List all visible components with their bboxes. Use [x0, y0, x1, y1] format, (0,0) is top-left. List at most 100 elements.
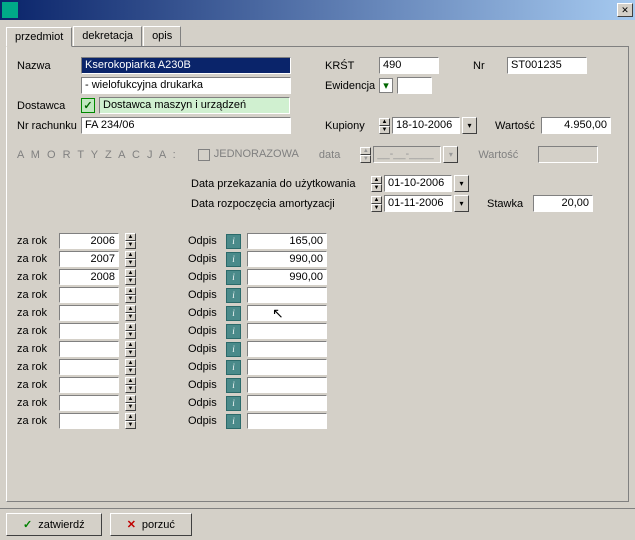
input-odpis-2[interactable]: 990,00	[247, 269, 327, 285]
year-10-down[interactable]: ▼	[125, 421, 136, 429]
label-zarok: za rok	[17, 235, 53, 247]
label-zarok: za rok	[17, 271, 53, 283]
year-7-up[interactable]: ▲	[125, 359, 136, 367]
input-year-0[interactable]: 2006	[59, 233, 119, 249]
tab-opis[interactable]: opis	[143, 26, 181, 46]
info-icon-2[interactable]: i	[226, 270, 241, 285]
label-odpis: Odpis	[188, 307, 220, 319]
info-icon-6[interactable]: i	[226, 342, 241, 357]
input-odpis-1[interactable]: 990,00	[247, 251, 327, 267]
info-icon-3[interactable]: i	[226, 288, 241, 303]
year-3-up[interactable]: ▲	[125, 287, 136, 295]
label-odpis: Odpis	[188, 361, 220, 373]
kupiony-down[interactable]: ▼	[379, 126, 390, 134]
label-kupiony: Kupiony	[325, 120, 375, 132]
input-stawka[interactable]: 20,00	[533, 195, 593, 212]
input-odpis-5[interactable]	[247, 323, 327, 339]
input-odpis-0[interactable]: 165,00	[247, 233, 327, 249]
year-6-up[interactable]: ▲	[125, 341, 136, 349]
przekaz-down[interactable]: ▼	[371, 184, 382, 192]
label-odpis: Odpis	[188, 325, 220, 337]
przekaz-dropdown[interactable]: ▾	[454, 175, 469, 192]
input-odpis-4[interactable]	[247, 305, 327, 321]
amortdata-up: ▲	[360, 147, 371, 155]
input-odpis-3[interactable]	[247, 287, 327, 303]
input-wartosc[interactable]: 4.950,00	[541, 117, 611, 134]
year-6-down[interactable]: ▼	[125, 349, 136, 357]
dostawca-check-icon[interactable]: ✓	[81, 98, 95, 113]
info-icon-1[interactable]: i	[226, 252, 241, 267]
input-year-3[interactable]	[59, 287, 119, 303]
ewidencja-check-icon[interactable]: ▾	[379, 78, 393, 93]
info-icon-0[interactable]: i	[226, 234, 241, 249]
input-year-7[interactable]	[59, 359, 119, 375]
input-year-9[interactable]	[59, 395, 119, 411]
kupiony-up[interactable]: ▲	[379, 118, 390, 126]
input-year-10[interactable]	[59, 413, 119, 429]
year-1-up[interactable]: ▲	[125, 251, 136, 259]
input-ewidencja[interactable]	[397, 77, 432, 94]
input-odpis-7[interactable]	[247, 359, 327, 375]
year-3-down[interactable]: ▼	[125, 295, 136, 303]
label-stawka: Stawka	[487, 198, 529, 210]
footer-bar: ✓ zatwierdź ✕ porzuć	[0, 508, 635, 540]
tab-strip: przedmiot dekretacja opis	[6, 26, 629, 47]
input-kupiony[interactable]: 18-10-2006	[392, 117, 460, 134]
year-0-up[interactable]: ▲	[125, 233, 136, 241]
input-odpis-8[interactable]	[247, 377, 327, 393]
label-zarok: za rok	[17, 253, 53, 265]
rozpocz-up[interactable]: ▲	[371, 196, 382, 204]
input-year-2[interactable]: 2008	[59, 269, 119, 285]
input-nazwa[interactable]: Kserokopiarka A230B	[81, 57, 291, 74]
year-8-down[interactable]: ▼	[125, 385, 136, 393]
year-9-up[interactable]: ▲	[125, 395, 136, 403]
input-nazwa2[interactable]: - wielofukcyjna drukarka	[81, 77, 291, 94]
input-year-5[interactable]	[59, 323, 119, 339]
year-5-down[interactable]: ▼	[125, 331, 136, 339]
year-9-down[interactable]: ▼	[125, 403, 136, 411]
year-7-down[interactable]: ▼	[125, 367, 136, 375]
year-4-up[interactable]: ▲	[125, 305, 136, 313]
info-icon-10[interactable]: i	[226, 414, 241, 429]
year-10-up[interactable]: ▲	[125, 413, 136, 421]
input-year-4[interactable]	[59, 305, 119, 321]
input-year-1[interactable]: 2007	[59, 251, 119, 267]
tab-przedmiot[interactable]: przedmiot	[6, 27, 72, 47]
przekaz-up[interactable]: ▲	[371, 176, 382, 184]
input-year-6[interactable]	[59, 341, 119, 357]
input-przekaz[interactable]: 01-10-2006	[384, 175, 452, 192]
input-odpis-6[interactable]	[247, 341, 327, 357]
zatwierdz-button[interactable]: ✓ zatwierdź	[6, 513, 102, 536]
year-1-down[interactable]: ▼	[125, 259, 136, 267]
info-icon-8[interactable]: i	[226, 378, 241, 393]
input-odpis-10[interactable]	[247, 413, 327, 429]
input-krst[interactable]: 490	[379, 57, 439, 74]
label-krst: KRŚT	[325, 60, 375, 72]
kupiony-dropdown[interactable]: ▾	[462, 117, 477, 134]
porzuc-button[interactable]: ✕ porzuć	[110, 513, 192, 536]
label-jednorazowa: JEDNORAZOWA	[214, 148, 299, 160]
rozpocz-down[interactable]: ▼	[371, 204, 382, 212]
info-icon-9[interactable]: i	[226, 396, 241, 411]
info-icon-5[interactable]: i	[226, 324, 241, 339]
year-0-down[interactable]: ▼	[125, 241, 136, 249]
label-zarok: za rok	[17, 289, 53, 301]
info-icon-4[interactable]: i	[226, 306, 241, 321]
input-odpis-9[interactable]	[247, 395, 327, 411]
tab-dekretacja[interactable]: dekretacja	[73, 26, 142, 46]
year-5-up[interactable]: ▲	[125, 323, 136, 331]
input-rozpocz[interactable]: 01-11-2006	[384, 195, 452, 212]
label-dostawca: Dostawca	[17, 100, 77, 112]
input-year-8[interactable]	[59, 377, 119, 393]
amortyzacja-section: A M O R T Y Z A C J A : JEDNORAZOWA data…	[17, 146, 618, 163]
year-2-up[interactable]: ▲	[125, 269, 136, 277]
info-icon-7[interactable]: i	[226, 360, 241, 375]
year-8-up[interactable]: ▲	[125, 377, 136, 385]
input-nrrachunku[interactable]: FA 234/06	[81, 117, 291, 134]
year-4-down[interactable]: ▼	[125, 313, 136, 321]
input-dostawca[interactable]: Dostawca maszyn i urządzeń	[99, 97, 290, 114]
input-nr[interactable]: ST001235	[507, 57, 587, 74]
rozpocz-dropdown[interactable]: ▾	[454, 195, 469, 212]
close-button[interactable]: ✕	[617, 3, 633, 17]
year-2-down[interactable]: ▼	[125, 277, 136, 285]
